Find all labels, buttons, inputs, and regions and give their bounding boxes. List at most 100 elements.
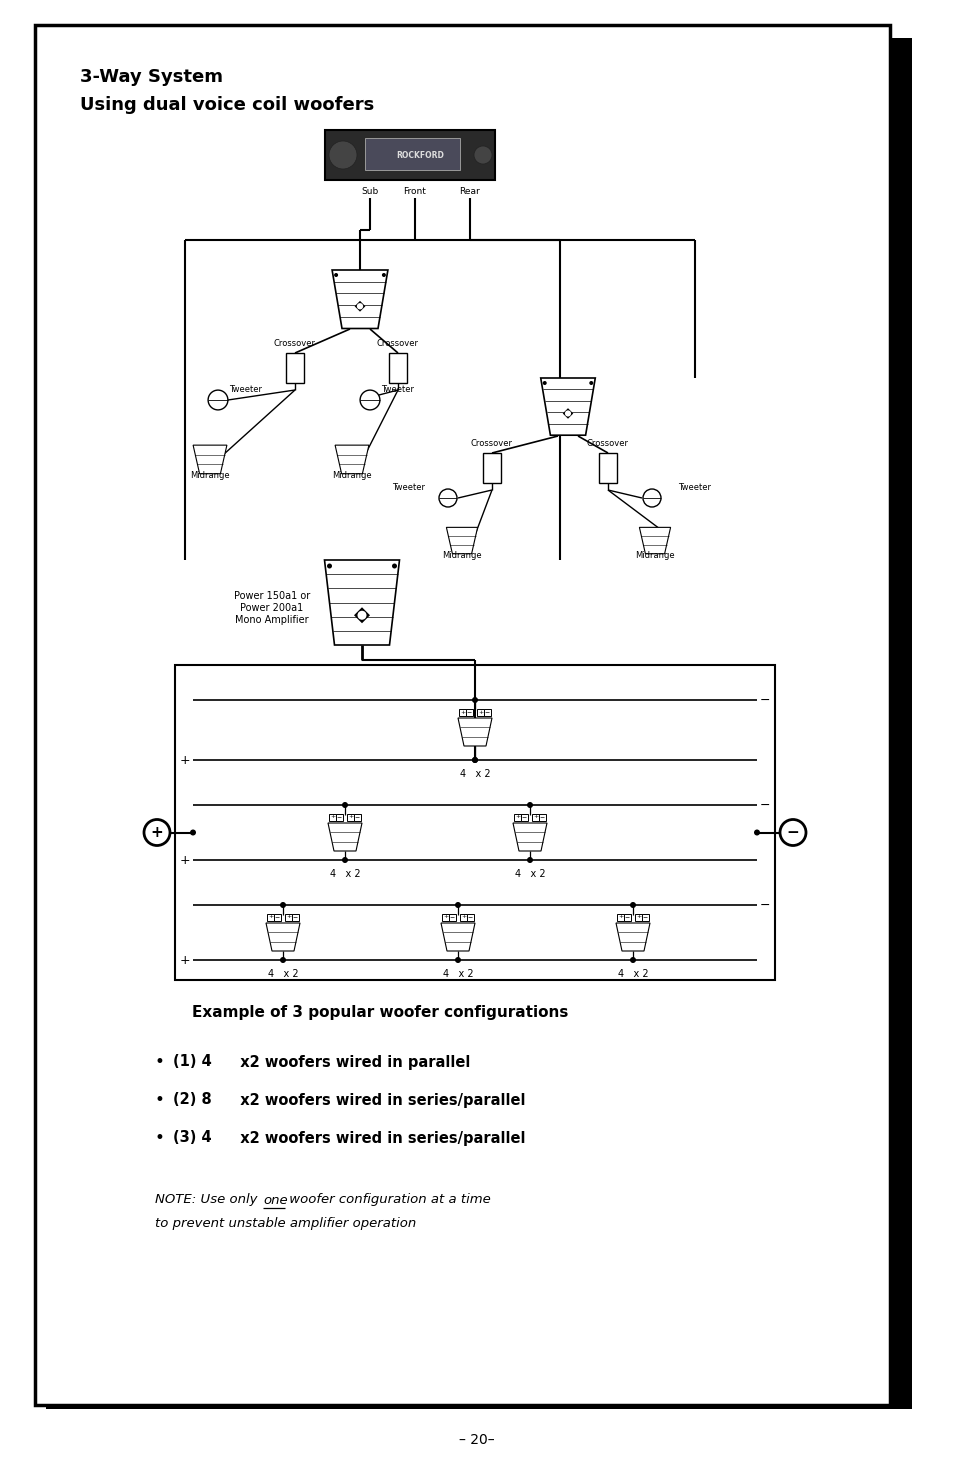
Circle shape: [341, 802, 348, 808]
Circle shape: [472, 757, 477, 763]
Circle shape: [629, 903, 636, 909]
Circle shape: [438, 490, 456, 507]
Circle shape: [329, 142, 356, 170]
Text: Rear: Rear: [459, 187, 480, 196]
Text: – 20–: – 20–: [458, 1434, 495, 1447]
Polygon shape: [457, 718, 492, 746]
Circle shape: [381, 273, 386, 277]
Bar: [520, 814, 527, 820]
Text: Using dual voice coil woofers: Using dual voice coil woofers: [80, 96, 374, 114]
Text: +: +: [515, 814, 519, 820]
Text: −: −: [786, 825, 799, 839]
Bar: [623, 913, 630, 920]
Circle shape: [455, 903, 460, 909]
Polygon shape: [335, 445, 369, 473]
Bar: [467, 913, 474, 920]
Bar: [482, 453, 500, 482]
Text: Midrange: Midrange: [635, 552, 674, 560]
Circle shape: [359, 389, 379, 410]
Text: Tweeter: Tweeter: [230, 385, 262, 394]
Bar: [46, 1392, 911, 1409]
Text: •: •: [154, 1053, 165, 1071]
Text: ROCKFORD: ROCKFORD: [395, 150, 443, 159]
Text: 4   x 2: 4 x 2: [268, 969, 298, 979]
Bar: [174, 665, 774, 979]
Text: +: +: [636, 914, 640, 919]
Text: Crossover: Crossover: [471, 440, 513, 448]
Circle shape: [564, 410, 571, 416]
Text: +: +: [268, 914, 273, 919]
Polygon shape: [440, 923, 475, 951]
Text: woofer configuration at a time: woofer configuration at a time: [285, 1193, 490, 1207]
Bar: [641, 913, 648, 920]
Text: −: −: [521, 814, 527, 820]
Text: +: +: [459, 709, 465, 714]
Text: Crossover: Crossover: [274, 339, 315, 348]
Bar: [347, 814, 354, 820]
Text: Midrange: Midrange: [190, 472, 230, 481]
Bar: [325, 130, 495, 180]
Text: x2 woofers wired in parallel: x2 woofers wired in parallel: [230, 1055, 470, 1069]
Text: +: +: [330, 814, 335, 820]
Text: +: +: [348, 814, 353, 820]
Circle shape: [334, 273, 337, 277]
Text: 4   x 2: 4 x 2: [442, 969, 473, 979]
Text: −: −: [355, 814, 359, 820]
Bar: [598, 453, 617, 482]
Polygon shape: [328, 823, 361, 851]
Bar: [483, 708, 491, 715]
Polygon shape: [355, 301, 365, 311]
Text: +: +: [179, 953, 190, 966]
Text: 3-Way System: 3-Way System: [80, 68, 223, 86]
Polygon shape: [193, 445, 227, 473]
Bar: [458, 708, 465, 715]
Text: Midrange: Midrange: [332, 472, 372, 481]
Text: +: +: [533, 814, 537, 820]
Text: x2 woofers wired in series/parallel: x2 woofers wired in series/parallel: [230, 1093, 525, 1108]
Circle shape: [472, 757, 477, 763]
Bar: [35, 25, 889, 1406]
Text: +: +: [618, 914, 622, 919]
Polygon shape: [540, 378, 595, 435]
Text: +: +: [179, 854, 190, 866]
Polygon shape: [324, 560, 399, 645]
Circle shape: [357, 611, 366, 620]
Circle shape: [472, 698, 477, 704]
Circle shape: [280, 957, 286, 963]
Text: −: −: [484, 709, 490, 714]
Circle shape: [327, 563, 332, 568]
Polygon shape: [354, 608, 370, 624]
Text: to prevent unstable amplifier operation: to prevent unstable amplifier operation: [154, 1217, 416, 1230]
Text: (3) 4: (3) 4: [172, 1130, 212, 1146]
Circle shape: [341, 857, 348, 863]
Text: +: +: [442, 914, 448, 919]
Text: +: +: [179, 754, 190, 767]
Bar: [267, 913, 274, 920]
Text: +: +: [460, 914, 466, 919]
Circle shape: [190, 829, 195, 835]
Bar: [286, 353, 304, 384]
Bar: [292, 913, 298, 920]
Text: −: −: [274, 914, 280, 919]
Bar: [617, 913, 623, 920]
Text: −: −: [642, 914, 647, 919]
Bar: [354, 814, 360, 820]
Circle shape: [474, 146, 492, 164]
Circle shape: [144, 820, 170, 845]
Bar: [285, 913, 292, 920]
Text: +: +: [477, 709, 482, 714]
Text: •: •: [154, 1128, 165, 1148]
Text: −: −: [450, 914, 455, 919]
Bar: [365, 139, 459, 170]
Bar: [459, 913, 467, 920]
Text: +: +: [151, 825, 163, 839]
Bar: [635, 913, 641, 920]
Text: Front: Front: [403, 187, 426, 196]
Text: 4   x 2: 4 x 2: [330, 869, 360, 879]
Text: Sub: Sub: [361, 187, 378, 196]
Text: Tweeter: Tweeter: [392, 484, 424, 493]
Text: Power 150a1 or
Power 200a1
Mono Amplifier: Power 150a1 or Power 200a1 Mono Amplifie…: [233, 591, 310, 624]
Bar: [441, 913, 449, 920]
Circle shape: [356, 304, 363, 310]
Circle shape: [455, 957, 460, 963]
